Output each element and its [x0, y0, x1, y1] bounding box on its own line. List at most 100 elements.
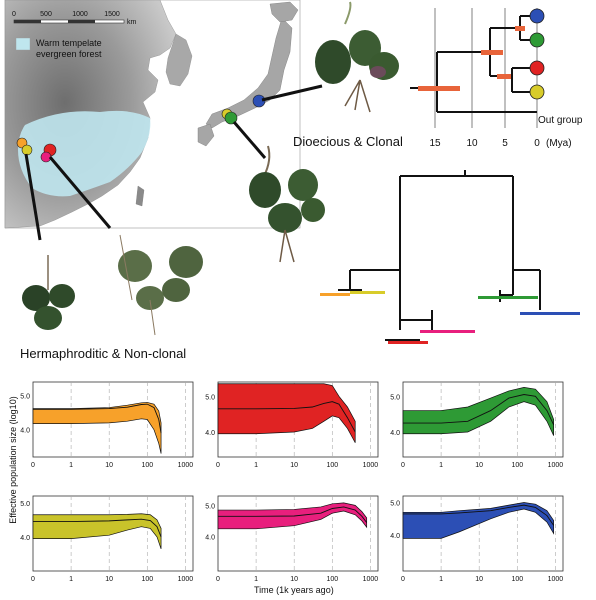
japan-kyushu: [197, 123, 215, 147]
hermaphroditic-nonclonal-label: Hermaphroditic & Non-clonal: [20, 346, 187, 361]
x-tick-label: 10: [290, 576, 298, 583]
legend-swatch: [15, 37, 31, 51]
x-tick-label: 100: [141, 576, 153, 583]
x-tick-label: 1: [69, 576, 73, 583]
x-tick-label: 10: [105, 576, 113, 583]
x-tick-label: 1: [254, 576, 258, 583]
ne-median-line-red: [218, 401, 356, 433]
legend-label-line1: Warm tempelate: [36, 38, 102, 48]
taiwan-island: [135, 185, 145, 207]
ne-median-line-orange: [33, 403, 162, 434]
forest-region: [18, 110, 151, 197]
x-tick-label: 100: [511, 462, 523, 469]
y-tick-label: 5.0: [390, 394, 400, 401]
site-marker-yellow: [21, 144, 33, 156]
site-marker-green: [224, 111, 238, 125]
x-tick-label: 0: [31, 462, 35, 469]
connector-lines: [24, 84, 323, 241]
scale-tick-label: 0: [12, 11, 16, 18]
japan-honshu: [205, 17, 293, 129]
ne-confidence-band-red: [217, 383, 356, 443]
x-tick-label: 1000: [548, 576, 564, 583]
y-tick-label: 5.0: [20, 501, 30, 508]
x-tick-label: 0: [216, 576, 220, 583]
time-tick-label: 0: [534, 138, 540, 149]
x-tick-label: 100: [326, 576, 338, 583]
scale-tick-label: 1500: [104, 11, 120, 18]
time-tick-label: 10: [466, 138, 478, 149]
x-tick-label: 100: [511, 576, 523, 583]
x-tick-label: 0: [216, 462, 220, 469]
y-tick-label: 5.0: [205, 394, 215, 401]
plant-photo-japan-top: [315, 1, 399, 113]
y-tick-label: 4.0: [390, 533, 400, 540]
ne-confidence-band-yellow: [32, 513, 162, 549]
x-tick-label: 10: [105, 462, 113, 469]
dated-phylogeny: Out group 15 10 5 0 (Mya): [410, 8, 583, 149]
korea-peninsula: [165, 33, 193, 87]
node-age-bars: [418, 26, 525, 91]
x-tick-label: 1: [439, 576, 443, 583]
map-panel: 0 500 1000 1500 km Warm tempelate evergr…: [4, 0, 301, 229]
panel-frame: [217, 495, 379, 572]
ne-median-line-yellow: [33, 518, 162, 538]
x-tick-label: 1: [254, 462, 258, 469]
x-tick-label: 100: [326, 462, 338, 469]
plant-photo-japan-bottom: [249, 145, 325, 263]
y-tick-label: 5.0: [205, 503, 215, 510]
tip-marker-red: [529, 60, 545, 76]
x-tick-label: 1000: [363, 462, 379, 469]
x-tick-label: 1000: [178, 462, 194, 469]
site-marker-pink: [40, 151, 52, 163]
ne-confidence-band-green: [402, 387, 554, 436]
map-legend: Warm tempelate evergreen forest: [15, 37, 102, 59]
ne-median-line-pink: [218, 506, 368, 523]
x-tick-label: 100: [141, 462, 153, 469]
tip-marker-blue: [529, 8, 545, 24]
scale-unit-label: km: [127, 19, 137, 26]
scale-tick-label: 500: [40, 11, 52, 18]
x-tick-label: 1000: [548, 462, 564, 469]
y-tick-label: 4.0: [205, 430, 215, 437]
plant-photo-china-right: [118, 234, 203, 336]
dioecious-clonal-label: Dioecious & Clonal: [293, 134, 403, 149]
outgroup-label: Out group: [538, 115, 583, 126]
x-axis-title: Time (1k years ago): [254, 585, 334, 595]
x-tick-label: 0: [401, 462, 405, 469]
ne-confidence-band-orange: [32, 402, 162, 454]
x-tick-label: 1: [69, 462, 73, 469]
x-tick-label: 1: [439, 462, 443, 469]
ne-median-line-green: [403, 394, 555, 426]
legend-label-line2: evergreen forest: [36, 49, 102, 59]
x-tick-label: 1000: [363, 576, 379, 583]
y-axis-title: Effective population size (log10): [8, 396, 18, 524]
site-marker-blue: [252, 94, 266, 108]
x-tick-label: 10: [290, 462, 298, 469]
x-tick-label: 0: [31, 576, 35, 583]
time-unit-label: (Mya): [546, 138, 572, 149]
y-tick-label: 5.0: [20, 394, 30, 401]
scale-bar: 0 500 1000 1500 km: [12, 11, 136, 26]
y-tick-label: 4.0: [20, 428, 30, 435]
time-tick-label: 5: [502, 138, 508, 149]
x-tick-label: 10: [475, 462, 483, 469]
y-tick-label: 4.0: [205, 535, 215, 542]
tip-marker-yellow: [529, 84, 545, 100]
plant-photo-china-left: [22, 255, 75, 330]
sample-tip-clusters: [320, 291, 580, 344]
japan-hokkaido: [269, 1, 299, 23]
y-tick-label: 4.0: [20, 535, 30, 542]
x-tick-label: 10: [475, 576, 483, 583]
y-tick-label: 5.0: [390, 501, 400, 508]
scale-tick-label: 1000: [72, 11, 88, 18]
ne-median-line-blue: [403, 504, 555, 526]
sample-phylogeny: [338, 170, 541, 341]
ne-confidence-band-blue: [402, 502, 554, 539]
time-tick-label: 15: [429, 138, 441, 149]
y-tick-label: 4.0: [390, 430, 400, 437]
x-tick-label: 1000: [178, 576, 194, 583]
tip-marker-green: [529, 32, 545, 48]
